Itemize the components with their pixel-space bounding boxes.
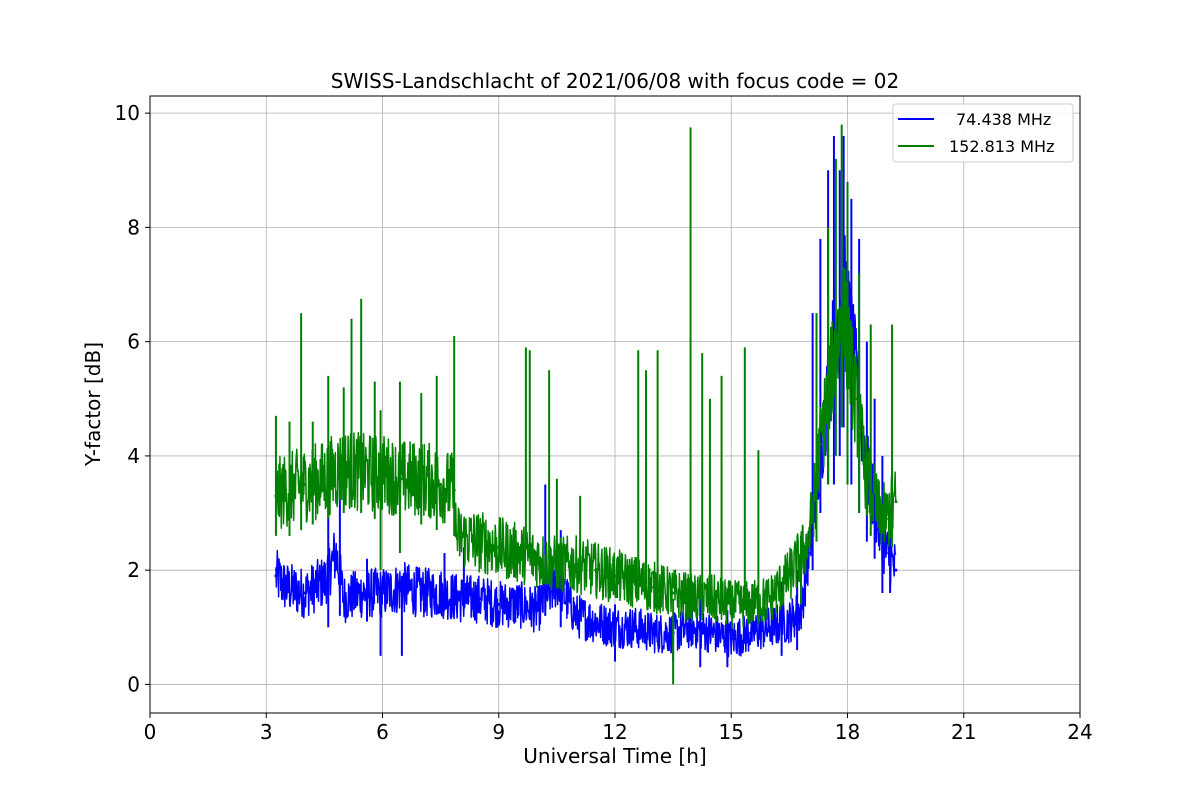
data-point: [710, 631, 714, 635]
data-point: [884, 551, 888, 555]
y-tick-label: 4: [127, 444, 140, 468]
x-axis-label: Universal Time [h]: [523, 744, 706, 768]
data-point: [342, 597, 346, 601]
data-point: [853, 397, 857, 401]
data-point: [884, 517, 888, 521]
data-point: [322, 580, 326, 584]
data-point: [381, 471, 384, 475]
data-point: [574, 562, 578, 566]
data-point: [574, 614, 578, 618]
data-point: [303, 482, 307, 486]
data-point: [729, 637, 733, 641]
x-tick-label: 9: [492, 720, 505, 744]
data-point: [818, 442, 822, 446]
data-point: [768, 625, 772, 629]
data-point: [361, 591, 365, 595]
y-tick-label: 0: [127, 672, 140, 696]
data-point: [439, 482, 443, 486]
data-point: [334, 551, 338, 555]
plot-area: [274, 124, 898, 685]
legend-entry-series-0: 74.438 MHz: [956, 110, 1051, 129]
data-point: [454, 534, 458, 538]
data-point: [361, 471, 365, 475]
y-axis: 0 2 4 6 8 10: [115, 101, 150, 696]
y-tick-label: 2: [127, 558, 140, 582]
data-point: [419, 591, 423, 595]
data-point: [768, 597, 772, 601]
data-point: [749, 602, 753, 606]
x-tick-label: 3: [260, 720, 273, 744]
legend-entry-series-1: 152.813 MHz: [949, 137, 1054, 156]
data-point: [632, 580, 636, 584]
y-axis-label: Y-factor [dB]: [81, 342, 105, 467]
x-tick-label: 6: [376, 720, 389, 744]
data-point: [787, 574, 791, 578]
data-point: [439, 591, 443, 595]
y-tick-label: 8: [127, 215, 140, 239]
data-point: [894, 500, 898, 504]
y-tick-label: 10: [115, 101, 140, 125]
data-point: [830, 368, 834, 372]
x-tick-label: 18: [835, 720, 860, 744]
data-point: [652, 585, 656, 589]
x-tick-label: 21: [951, 720, 976, 744]
data-point: [516, 602, 520, 606]
data-point: [516, 551, 520, 555]
data-point: [671, 591, 675, 595]
data-point: [842, 311, 846, 315]
data-point: [594, 620, 598, 624]
x-tick-label: 0: [144, 720, 157, 744]
data-point: [497, 545, 501, 549]
data-point: [691, 597, 694, 601]
series-1: [274, 124, 898, 685]
data-point: [729, 602, 733, 606]
data-point: [877, 511, 880, 515]
x-axis: 0 3 6 9 12 15 18 21 24: [144, 713, 1093, 744]
data-point: [284, 488, 288, 492]
data-point: [894, 568, 898, 572]
data-point: [613, 574, 617, 578]
chart-title: SWISS-Landschlacht of 2021/06/08 with fo…: [331, 69, 899, 93]
data-point: [400, 477, 404, 481]
x-tick-label: 12: [602, 720, 627, 744]
x-tick-label: 15: [719, 720, 744, 744]
data-point: [536, 608, 539, 612]
data-point: [787, 620, 791, 624]
data-point: [691, 625, 694, 629]
series-line: [275, 235, 897, 659]
legend: 74.438 MHz 152.813 MHz: [892, 103, 1074, 163]
data-point: [865, 477, 869, 481]
data-point: [458, 597, 462, 601]
data-point: [807, 540, 811, 544]
data-point: [284, 585, 288, 589]
data-point: [303, 591, 307, 595]
data-point: [477, 540, 481, 544]
data-point: [594, 568, 598, 572]
data-point: [497, 602, 501, 606]
data-point: [477, 597, 481, 601]
data-point: [274, 574, 278, 578]
data-point: [652, 631, 656, 635]
y-tick-label: 6: [127, 330, 140, 354]
x-tick-label: 24: [1067, 720, 1092, 744]
data-point: [749, 631, 753, 635]
series-line: [275, 267, 897, 629]
data-point: [322, 477, 326, 481]
data-point: [632, 625, 636, 629]
data-point: [710, 597, 714, 601]
data-point: [536, 557, 539, 561]
legend-box: [892, 103, 1074, 163]
data-point: [381, 591, 384, 595]
data-point: [799, 608, 803, 612]
